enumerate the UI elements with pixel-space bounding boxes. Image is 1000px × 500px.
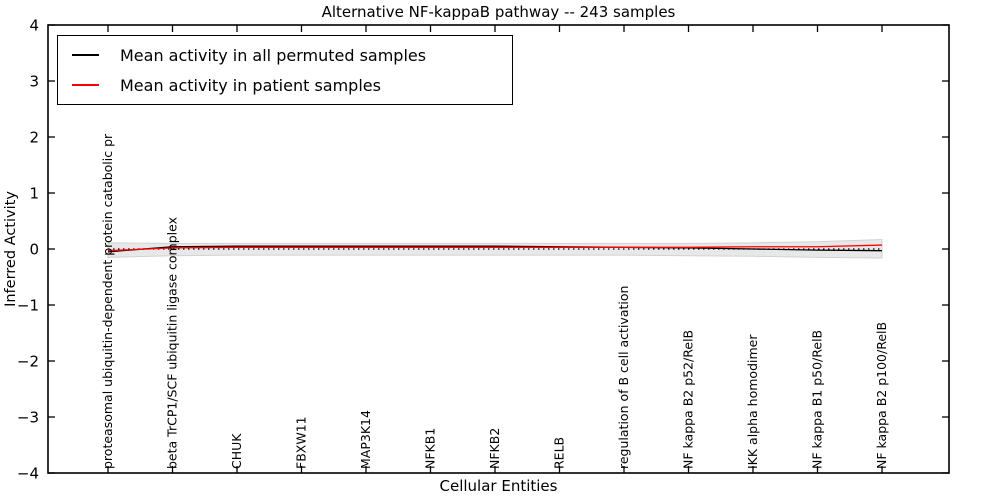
x-tick-label: NF kappa B1 p50/RelB	[810, 330, 825, 469]
legend-line-sample	[72, 54, 99, 56]
y-tick-label: −4	[17, 464, 39, 482]
legend-label: Mean activity in patient samples	[120, 75, 381, 95]
legend: Mean activity in all permuted samples Mea…	[57, 35, 513, 105]
x-tick-label: NF kappa B2 p52/RelB	[681, 330, 696, 469]
x-tick-label: NFKB1	[423, 428, 438, 469]
series-line-patient	[107, 244, 883, 252]
x-tick-label: RELB	[552, 437, 567, 469]
y-tick-label: −1	[17, 296, 39, 314]
chart-title: Alternative NF-kappaB pathway -- 243 sam…	[321, 3, 676, 21]
x-tick-label: NFKB2	[487, 428, 502, 469]
y-axis-title: Inferred Activity	[3, 191, 19, 307]
y-tick-label: 0	[29, 240, 39, 258]
legend-line-sample	[72, 84, 99, 86]
legend-label: Mean activity in all permuted samples	[120, 45, 427, 65]
y-tick-label: 3	[29, 72, 39, 90]
x-tick-label: FBXW11	[294, 416, 309, 469]
x-tick-label: regulation of B cell activation	[616, 286, 631, 469]
legend-entry: Mean activity in patient samples	[72, 70, 498, 100]
series-line-permuted	[107, 245, 883, 253]
x-tick-label: MAP3K14	[358, 410, 373, 469]
y-tick-label: 1	[29, 184, 39, 202]
y-tick-label: 4	[29, 16, 39, 34]
legend-entry: Mean activity in all permuted samples	[72, 40, 498, 70]
x-tick-label: beta TrCP1/SCF ubiquitin ligase complex	[165, 217, 180, 469]
x-tick-label: CHUK	[229, 433, 244, 469]
x-tick-label: proteasomal ubiquitin-dependent protein …	[100, 133, 115, 469]
std-band	[107, 238, 883, 259]
y-tick-label: −3	[17, 408, 39, 426]
y-tick-label: 2	[29, 128, 39, 146]
y-tick-label: −2	[17, 352, 39, 370]
x-axis-title: Cellular Entities	[439, 477, 558, 495]
x-tick-label: IKK alpha homodimer	[745, 334, 760, 469]
x-tick-label: NF kappa B2 p100/RelB	[874, 322, 889, 469]
